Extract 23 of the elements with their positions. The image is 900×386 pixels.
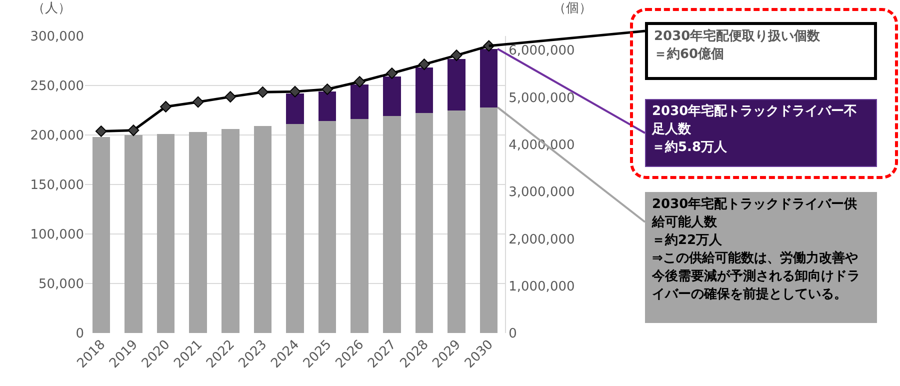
y2-tick-label: 1,000,000: [508, 279, 575, 294]
y2-axis-title: （個）: [553, 1, 592, 16]
y2-tick-label: 4,000,000: [508, 138, 575, 153]
text: ＝約60億個: [654, 46, 726, 64]
y-tick-label: 250,000: [30, 79, 84, 94]
text: ＝約22万人: [652, 232, 724, 250]
y-axis-title: （人）: [32, 1, 71, 16]
y-tick-label: 0: [76, 326, 84, 342]
text: ⇒この供給可能数は、労働力改善や今後需要減が予測される卸向けドライバーの確保を前提としている。: [652, 250, 861, 304]
y2-tick-label: 3,000,000: [508, 185, 575, 200]
text: ＝約5.8万人: [652, 139, 728, 157]
y-tick-label: 300,000: [30, 30, 84, 45]
y2-tick-label: 5,000,000: [508, 90, 575, 106]
y2-tick-label: 0: [508, 326, 517, 342]
annotation: 2030年宅配トラックドライバー不足人数: [652, 103, 858, 139]
y2-tick-label: 2,000,000: [508, 232, 575, 248]
y-tick-label: 150,000: [30, 178, 84, 194]
y2-tick-label: 6,000,000: [508, 44, 575, 59]
annotation: 2030年宅配トラックドライバー供給可能人数: [652, 196, 858, 232]
annotation: 2030年宅配便取り扱い個数: [654, 28, 822, 46]
y-tick-label: 200,000: [30, 128, 84, 144]
y-tick-label: 50,000: [38, 277, 84, 292]
y-tick-label: 100,000: [30, 228, 84, 243]
